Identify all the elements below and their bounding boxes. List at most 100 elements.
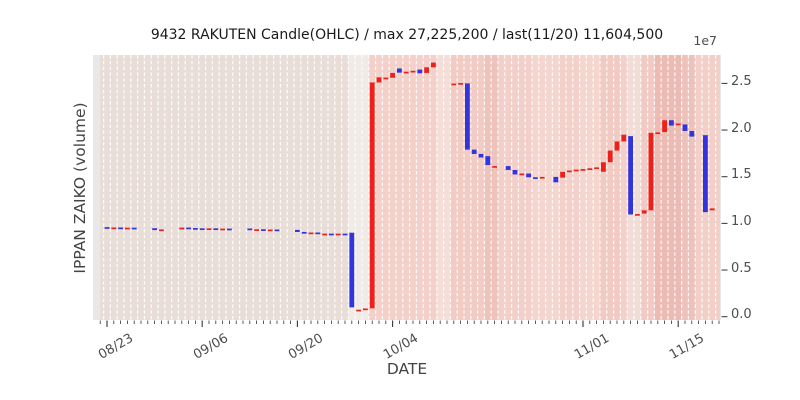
candle-down: [512, 169, 518, 175]
candle-up: [614, 141, 620, 151]
candle-up: [601, 162, 606, 172]
candle-up: [587, 168, 593, 171]
background-band: [484, 55, 498, 320]
candle-up: [635, 214, 640, 216]
candle-down: [682, 124, 688, 131]
candle-down: [193, 228, 198, 230]
candle-up: [356, 309, 361, 312]
candle-up: [519, 173, 525, 176]
candle-down: [669, 120, 674, 126]
y-tick-label: 0.0: [731, 307, 752, 323]
y-axis-label: IPPAN ZAIKO (volume): [71, 102, 89, 274]
candle-down: [104, 227, 110, 229]
candle-up: [607, 150, 613, 163]
x-axis-label: DATE: [386, 360, 428, 378]
y-tick-label: 2.5: [731, 73, 752, 89]
candle-up: [648, 132, 654, 211]
candle-up: [451, 83, 457, 86]
candle-down: [301, 231, 307, 234]
candle-down: [478, 153, 484, 158]
background-band: [654, 55, 682, 320]
background-band: [498, 55, 532, 320]
candle-up: [111, 227, 117, 230]
candle-up: [431, 62, 436, 68]
y-tick-label: 0.5: [731, 260, 752, 276]
candle-down: [329, 233, 334, 236]
background-band: [620, 55, 628, 320]
candle-down: [485, 156, 491, 166]
background-band: [436, 55, 451, 320]
candle-up: [322, 233, 327, 236]
y-tick-label: 1.5: [731, 167, 752, 183]
y-tick-label: 1.0: [731, 213, 752, 229]
candle-up: [492, 166, 497, 168]
y-tick-label: 2.0: [731, 120, 752, 136]
candle-down: [417, 69, 423, 74]
candle-up: [383, 77, 389, 80]
background-band: [681, 55, 696, 320]
candle-down: [186, 227, 191, 230]
background-band: [532, 55, 560, 320]
candle-up: [369, 82, 375, 309]
candle-up: [125, 227, 130, 230]
candle-down: [295, 229, 300, 232]
candle-up: [390, 72, 395, 78]
candle-up: [376, 77, 382, 83]
candle-up: [594, 167, 599, 170]
candlestick-svg: [93, 55, 728, 327]
candle-up: [655, 132, 661, 135]
candle-up: [424, 67, 429, 73]
candle-up: [254, 229, 259, 231]
candle-down: [689, 130, 695, 137]
candle-down: [261, 229, 266, 231]
candle-up: [308, 232, 314, 235]
background-band: [559, 55, 580, 320]
candle-up: [573, 169, 579, 172]
y-axis-offset-label: 1e7: [693, 33, 717, 48]
candle-down: [526, 173, 531, 178]
candle-down: [628, 136, 633, 215]
candle-up: [662, 120, 667, 133]
background-band: [579, 55, 600, 320]
chart-title: 9432 RAKUTEN Candle(OHLC) / max 27,225,2…: [150, 27, 664, 43]
plot-area: [93, 55, 753, 355]
background-band: [600, 55, 621, 320]
candle-up: [410, 70, 416, 73]
candle-up: [363, 308, 368, 311]
candle-down: [533, 177, 538, 179]
candle-up: [675, 123, 681, 126]
candle-down: [342, 233, 348, 236]
candle-up: [335, 233, 341, 236]
background-band: [368, 55, 437, 320]
background-band: [627, 55, 641, 320]
background-band: [640, 55, 655, 320]
candle-down: [213, 228, 219, 231]
candle-up: [539, 176, 545, 179]
candle-up: [458, 83, 463, 85]
candle-down: [505, 166, 511, 170]
candle-down: [703, 135, 708, 213]
candle-down: [349, 232, 355, 308]
candle-down: [315, 232, 321, 235]
candle-up: [403, 71, 409, 74]
candle-down: [152, 228, 157, 231]
candle-up: [621, 134, 627, 142]
candle-down: [397, 68, 402, 73]
candle-down: [199, 228, 205, 231]
candle-up: [641, 210, 647, 214]
candle-down: [247, 228, 253, 231]
candle-up: [159, 229, 164, 232]
candle-up: [267, 229, 273, 232]
candle-down: [553, 176, 559, 183]
candle-down: [131, 227, 137, 230]
candle-up: [580, 169, 586, 171]
candle-up: [206, 228, 212, 231]
candle-down: [118, 227, 123, 230]
candle-down: [227, 228, 232, 231]
candle-up: [560, 171, 565, 178]
candle-down: [465, 83, 470, 150]
candle-up: [709, 208, 715, 211]
candle-up: [567, 170, 572, 173]
candle-up: [220, 228, 225, 231]
